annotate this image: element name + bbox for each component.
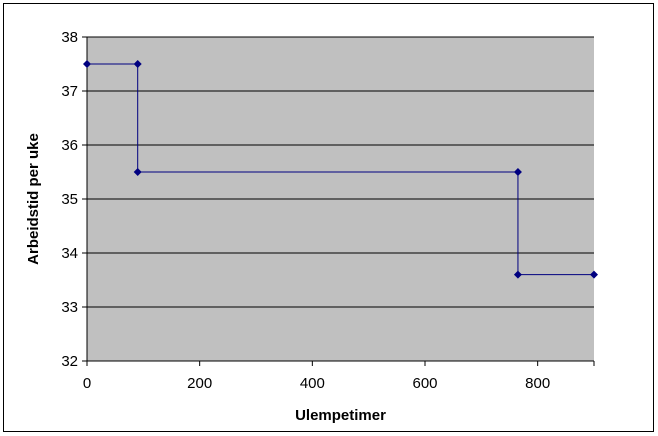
data-point-0-4 (513, 270, 522, 279)
y-axis-title: Arbeidstid per uke (25, 133, 42, 265)
x-tick-label-1: 200 (187, 375, 212, 392)
series-layer (83, 60, 598, 279)
y-tick-label-0: 32 (61, 353, 78, 370)
y-tick-labels: 32 33 34 35 36 37 38 (61, 29, 78, 370)
x-tick-label-3: 600 (412, 375, 437, 392)
y-tick-label-5: 37 (61, 83, 78, 100)
data-point-0-1 (133, 60, 142, 68)
y-tick-label-6: 38 (61, 29, 78, 46)
gridlines (87, 36, 594, 362)
y-tick-label-4: 36 (61, 137, 78, 154)
y-tick-label-2: 34 (61, 245, 78, 262)
y-tick-label-3: 35 (61, 191, 78, 208)
axes (82, 36, 595, 366)
data-point-0-0 (83, 60, 91, 68)
data-point-0-3 (513, 168, 522, 176)
data-point-0-5 (590, 270, 598, 279)
series-line-0 (87, 63, 594, 276)
x-axis-title: Ulempetimer (295, 407, 386, 424)
x-tick-label-2: 400 (300, 375, 325, 392)
y-tick-label-1: 33 (61, 299, 78, 316)
data-point-0-2 (133, 168, 142, 176)
x-tick-labels: 0 200 400 600 800 (83, 375, 550, 392)
x-tick-label-4: 800 (525, 375, 550, 392)
x-tick-label-0: 0 (83, 375, 91, 392)
